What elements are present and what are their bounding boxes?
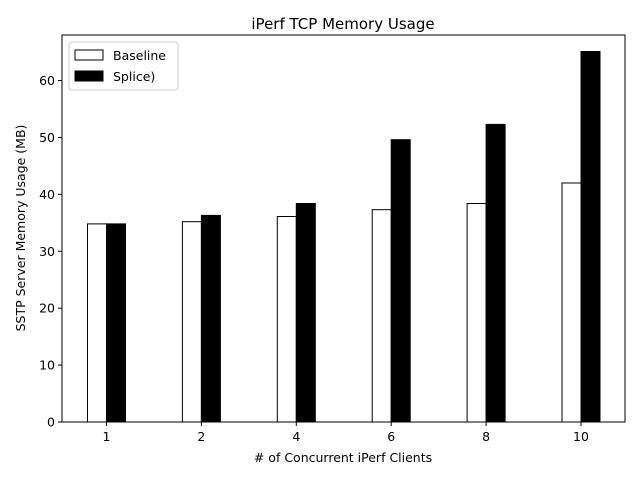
- x-tick-label: 10: [573, 429, 589, 444]
- legend: Baseline Splice): [68, 41, 179, 91]
- plot-frame: [61, 34, 626, 423]
- bar-baseline-8: [466, 203, 487, 423]
- y-axis: 0 10 20 30 40 50 60: [39, 73, 62, 430]
- y-tick-label: 60: [39, 73, 55, 88]
- bar-splice-8: [485, 123, 506, 423]
- x-tick-label: 8: [482, 429, 490, 444]
- x-tick-label: 2: [197, 429, 205, 444]
- bars-layer: [87, 51, 601, 423]
- y-axis-title: SSTP Server Memory Usage (MB): [13, 125, 28, 332]
- y-tick-label: 30: [39, 244, 55, 259]
- bar-baseline-2: [181, 221, 202, 423]
- x-tick-label: 1: [103, 429, 111, 444]
- x-tick-label: 4: [292, 429, 300, 444]
- bar-splice-10: [580, 51, 601, 423]
- x-axis: 1 2 4 6 8 10: [103, 422, 589, 444]
- x-axis-title: # of Concurrent iPerf Clients: [254, 450, 432, 465]
- bar-splice-6: [390, 139, 411, 423]
- bar-splice-2: [200, 214, 221, 423]
- x-tick-label: 6: [387, 429, 395, 444]
- bar-baseline-10: [561, 182, 582, 423]
- y-tick-label: 0: [47, 415, 55, 430]
- bar-baseline-1: [87, 223, 107, 423]
- bar-splice-4: [295, 203, 316, 423]
- y-tick-label: 50: [39, 130, 55, 145]
- legend-label-baseline: Baseline: [113, 48, 166, 63]
- bar-baseline-6: [371, 209, 392, 423]
- chart-title: iPerf TCP Memory Usage: [251, 15, 434, 33]
- y-tick-label: 10: [39, 358, 55, 373]
- y-tick-label: 20: [39, 301, 55, 316]
- bar-splice-1: [106, 223, 126, 423]
- legend-swatch-baseline: [74, 49, 104, 61]
- legend-label-splice: Splice): [113, 69, 155, 84]
- y-tick-label: 40: [39, 187, 55, 202]
- bar-baseline-4: [276, 216, 297, 423]
- legend-swatch-splice: [74, 70, 104, 82]
